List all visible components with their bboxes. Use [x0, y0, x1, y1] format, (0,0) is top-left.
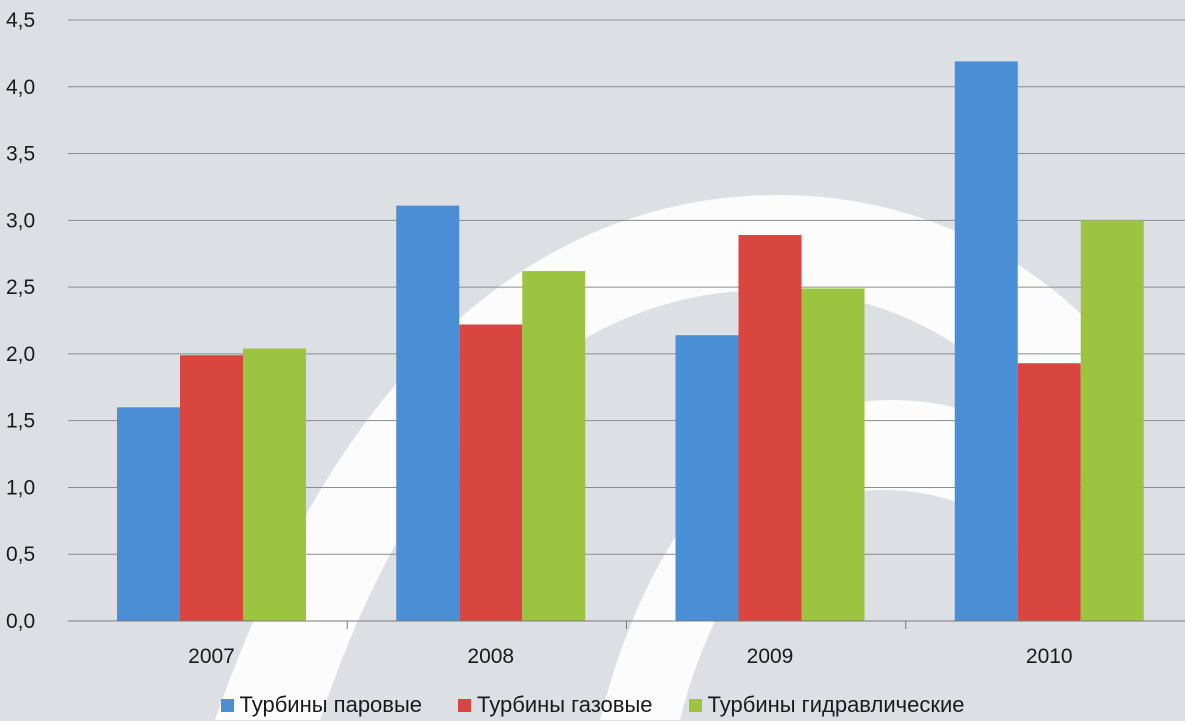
bar — [522, 271, 586, 621]
x-tick-label: 2009 — [747, 645, 794, 668]
legend: Турбины паровые Турбины газовые Турбины … — [0, 690, 1185, 720]
y-tick-label: 0,0 — [6, 610, 35, 633]
y-tick-label: 2,5 — [6, 276, 35, 299]
x-tick-label: 2010 — [1026, 645, 1073, 668]
y-tick-label: 2,0 — [6, 343, 35, 366]
bar — [459, 324, 523, 621]
legend-item-steam: Турбины паровые — [220, 692, 423, 718]
legend-label: Турбины газовые — [477, 692, 653, 717]
y-tick-label: 4,0 — [6, 76, 35, 99]
bar — [396, 205, 460, 622]
legend-label: Турбины гидравлические — [707, 692, 965, 717]
bar — [675, 335, 739, 621]
x-tick-labels: 2007 2008 2009 2010 — [188, 645, 1072, 668]
bar — [180, 355, 243, 621]
bar — [1080, 220, 1144, 622]
axes — [68, 620, 1185, 629]
bar — [738, 235, 802, 621]
y-tick-label: 1,0 — [6, 476, 35, 499]
bar — [117, 407, 180, 621]
y-tick-label: 3,5 — [6, 143, 35, 166]
y-tick-label: 1,5 — [6, 410, 35, 433]
x-tick-label: 2007 — [188, 645, 235, 668]
bar — [243, 348, 306, 621]
x-tick-label: 2008 — [467, 645, 514, 668]
y-tick-label: 3,0 — [6, 209, 35, 232]
legend-swatch — [220, 698, 234, 712]
legend-swatch — [458, 698, 472, 712]
y-tick-label: 4,5 — [6, 9, 35, 32]
legend-item-hydro: Турбины гидравлические — [688, 692, 965, 718]
legend-label: Турбины паровые — [239, 692, 423, 717]
y-tick-label: 0,5 — [6, 543, 35, 566]
legend-item-gas: Турбины газовые — [458, 692, 653, 718]
y-tick-labels: 0,0 0,5 1,0 1,5 2,0 2,5 3,0 3,5 4,0 4,5 — [6, 9, 35, 633]
bar — [1017, 363, 1081, 621]
bars — [117, 61, 1144, 622]
bar — [954, 61, 1018, 621]
legend-swatch — [688, 698, 702, 712]
bar — [801, 288, 865, 621]
